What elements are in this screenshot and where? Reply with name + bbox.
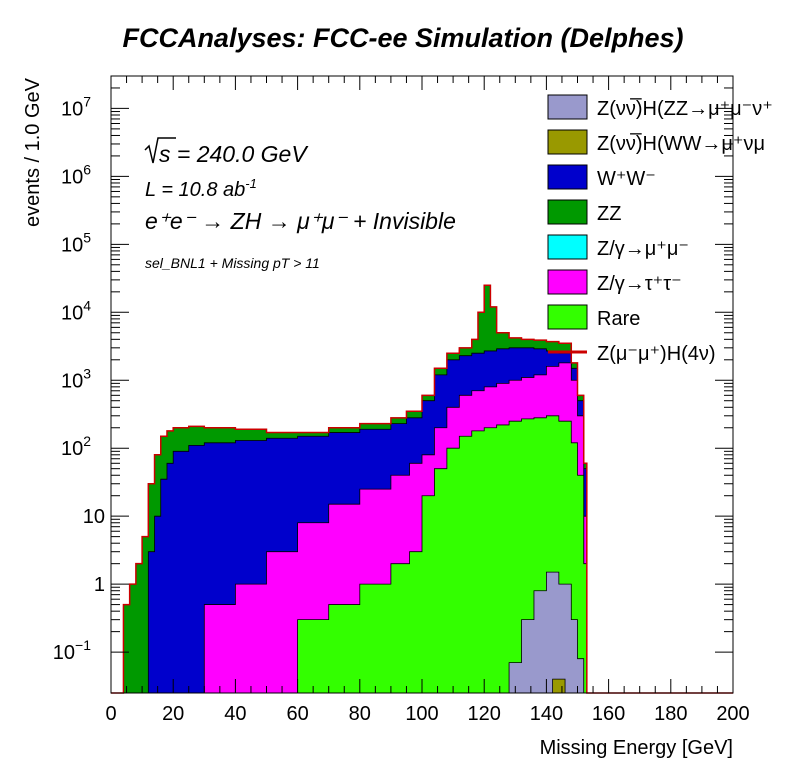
legend-label: ZZ — [597, 203, 621, 225]
legend-label: W⁺W⁻ — [597, 168, 656, 190]
legend-swatch — [547, 199, 588, 225]
legend-label: Z(μ⁻μ⁺)H(4ν) — [597, 343, 716, 365]
x-tick-label: 80 — [349, 703, 371, 725]
x-tick-label: 140 — [530, 703, 563, 725]
legend-label: Z/γ→μ⁺μ⁻ — [597, 238, 689, 260]
x-tick-label: 160 — [592, 703, 625, 725]
legend-swatch — [547, 129, 588, 155]
y-tick-label: 1 — [94, 574, 105, 596]
legend-swatch — [547, 234, 588, 260]
y-tick-label: 104 — [61, 297, 91, 324]
chart-title: FCCAnalyses: FCC-ee Simulation (Delphes) — [122, 23, 683, 53]
x-tick-label: 0 — [105, 703, 116, 725]
annotation-selection: sel_BNL1 + Missing pT > 11 — [145, 255, 320, 271]
legend-label: Rare — [597, 308, 640, 330]
y-tick-label: 103 — [61, 365, 91, 392]
svg-text:s = 240.0 GeV: s = 240.0 GeV — [159, 141, 309, 167]
legend-swatch — [547, 94, 588, 120]
y-tick-label: 106 — [61, 161, 91, 188]
x-tick-label: 180 — [654, 703, 687, 725]
legend-swatch — [547, 304, 588, 330]
legend-label: Z(νν̅)H(ZZ→μ⁺μ⁻ν⁺ — [597, 97, 773, 120]
x-tick-label: 60 — [286, 703, 308, 725]
x-tick-label: 120 — [468, 703, 501, 725]
legend-swatch — [547, 164, 588, 190]
x-axis-label: Missing Energy [GeV] — [540, 737, 733, 759]
x-tick-label: 100 — [405, 703, 438, 725]
x-tick-label: 200 — [716, 703, 749, 725]
y-axis-label: events / 1.0 GeV — [22, 77, 44, 227]
legend-swatch — [547, 269, 588, 295]
y-tick-label: 107 — [61, 93, 91, 120]
legend-label: Z(νν̅)H(WW→μ⁺νμ — [597, 132, 765, 155]
legend-label: Z/γ→τ⁺τ⁻ — [597, 273, 682, 295]
series-total-outline — [111, 284, 733, 694]
x-tick-label: 40 — [224, 703, 246, 725]
axes: 0 20 40 60 80 100 120 140 160 180 200 10−1 1 10 102 103… — [53, 75, 750, 725]
series-z-h-zz- — [496, 571, 585, 694]
series-rare — [297, 415, 588, 694]
y-tick-label: 10−1 — [53, 637, 91, 664]
y-tick-label: 10 — [83, 506, 105, 528]
annotation-lumi: L = 10.8 ab-1 — [145, 176, 257, 201]
legend: Z(νν̅)H(ZZ→μ⁺μ⁻ν⁺ Z(νν̅)H(WW→μ⁺νμ W⁺W⁻ ZZ Z/… — [547, 94, 773, 365]
plot-area — [111, 284, 733, 694]
y-tick-label: 102 — [61, 433, 91, 460]
annotation-process: e⁺e⁻ → ZH → μ⁺μ⁻ + Invisible — [145, 208, 456, 234]
y-tick-label: 105 — [61, 229, 91, 256]
x-tick-label: 20 — [162, 703, 184, 725]
annotation-sqrt-s: s = 240.0 GeV — [144, 137, 309, 167]
